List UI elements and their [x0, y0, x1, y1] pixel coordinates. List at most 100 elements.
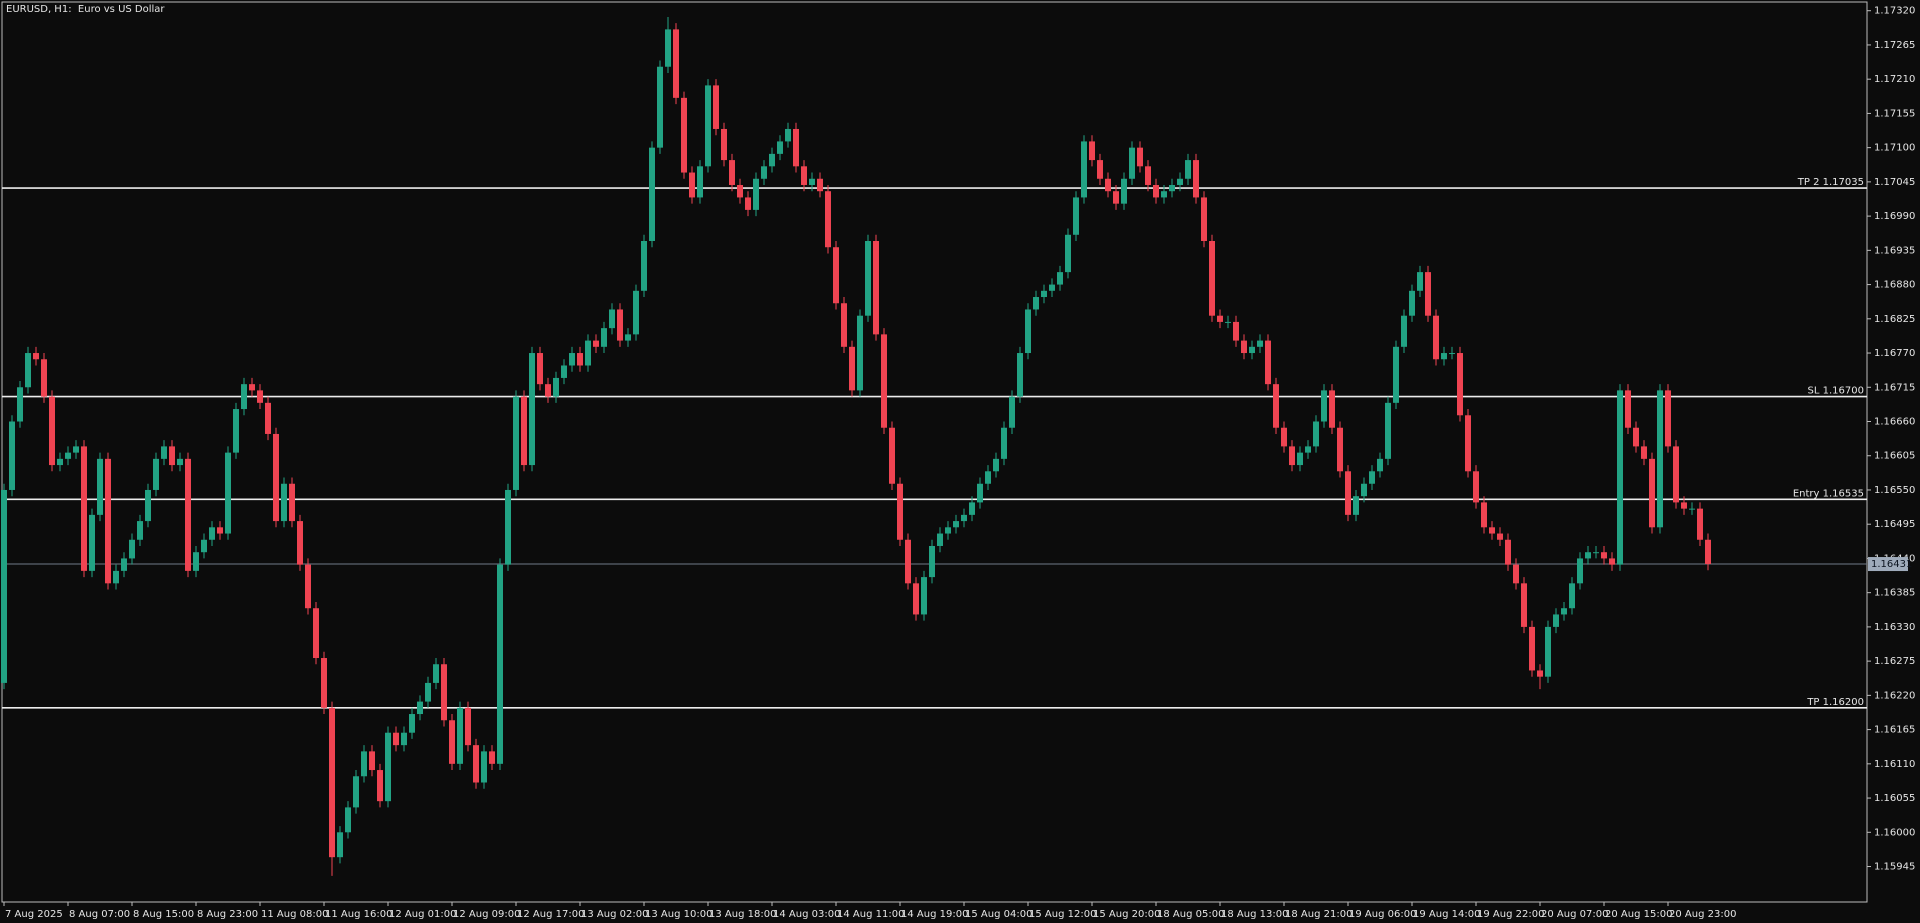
candle-body — [1521, 583, 1527, 627]
candle-body — [881, 334, 887, 428]
candle-body — [145, 489, 151, 522]
candle-body — [1073, 197, 1079, 235]
candle-body — [817, 178, 823, 192]
candle-body — [209, 527, 215, 540]
candle-body — [545, 384, 551, 397]
candle-body — [1049, 284, 1055, 291]
level-label: SL 1.16700 — [1808, 386, 1864, 397]
y-tick-label: 1.16110 — [1874, 759, 1915, 770]
candle-body — [1697, 508, 1703, 540]
x-tick-label: 19 Aug 22:00 — [1477, 909, 1544, 920]
candle-body — [777, 141, 783, 154]
candle-body — [729, 160, 735, 185]
candle-body — [1001, 427, 1007, 459]
candle-body — [193, 552, 199, 571]
candle-body — [473, 745, 479, 783]
candle-body — [897, 483, 903, 540]
candle-body — [993, 458, 999, 472]
candle-body — [689, 172, 695, 198]
candle-body — [449, 720, 455, 764]
candle-body — [953, 521, 959, 528]
candle-body — [1633, 427, 1639, 447]
current-price-label: 1.16431 — [1871, 559, 1912, 570]
candle-body — [1537, 670, 1543, 677]
candle-body — [289, 483, 295, 522]
candle-body — [977, 483, 983, 503]
y-tick-label: 1.16550 — [1874, 485, 1915, 496]
candle-body — [1353, 496, 1359, 515]
candle-body — [921, 577, 927, 615]
candle-body — [1481, 502, 1487, 528]
candle-body — [1425, 272, 1431, 316]
x-tick-label: 15 Aug 04:00 — [965, 909, 1032, 920]
candle-body — [265, 402, 271, 434]
candle-body — [737, 184, 743, 198]
candle-body — [105, 458, 111, 584]
candle-body — [49, 396, 55, 466]
y-tick-label: 1.16825 — [1874, 314, 1915, 325]
candle-body — [945, 527, 951, 534]
candle-body — [1529, 626, 1535, 671]
y-tick-label: 1.17265 — [1874, 40, 1915, 51]
y-tick-label: 1.16275 — [1874, 656, 1915, 667]
candle-body — [489, 751, 495, 764]
candle-body — [1649, 458, 1655, 528]
candle-body — [1617, 390, 1623, 565]
x-tick-label: 13 Aug 02:00 — [581, 909, 648, 920]
candle-body — [369, 751, 375, 771]
candle-body — [185, 458, 191, 571]
candle-body — [33, 353, 39, 360]
candle-body — [785, 128, 791, 142]
chart-title: EURUSD, H1: Euro vs US Dollar — [6, 4, 165, 15]
candle-body — [153, 458, 159, 490]
x-tick-label: 20 Aug 07:00 — [1541, 909, 1608, 920]
candle-body — [1225, 321, 1231, 323]
candle-body — [1201, 197, 1207, 242]
candle-body — [833, 247, 839, 304]
candle-body — [385, 732, 391, 802]
y-tick-label: 1.16385 — [1874, 588, 1915, 599]
candle-body — [1409, 290, 1415, 316]
x-tick-label: 18 Aug 13:00 — [1221, 909, 1288, 920]
candle-body — [1489, 527, 1495, 534]
candle-body — [1113, 191, 1119, 204]
candle-body — [1, 489, 7, 683]
candle-body — [393, 732, 399, 746]
candle-body — [1081, 141, 1087, 198]
y-tick-label: 1.17100 — [1874, 143, 1915, 154]
candle-body — [25, 353, 31, 388]
candle-body — [1329, 390, 1335, 428]
candle-body — [97, 458, 103, 515]
y-tick-label: 1.17045 — [1874, 177, 1915, 188]
candle-body — [617, 309, 623, 341]
candle-body — [1121, 178, 1127, 204]
level-label: TP 2 1.17035 — [1797, 177, 1864, 188]
candle-body — [1345, 471, 1351, 515]
candle-body — [865, 241, 871, 316]
candle-body — [913, 583, 919, 615]
x-tick-label: 11 Aug 16:00 — [325, 909, 392, 920]
candle-body — [721, 128, 727, 161]
candle-body — [361, 751, 367, 777]
candle-body — [1513, 564, 1519, 584]
candle-body — [1241, 340, 1247, 354]
candle-body — [593, 340, 599, 347]
candle-body — [1161, 191, 1167, 198]
candle-body — [73, 446, 79, 453]
candle-body — [1033, 297, 1039, 310]
y-tick-label: 1.16660 — [1874, 417, 1915, 428]
candle-body — [465, 707, 471, 746]
candle-body — [697, 166, 703, 198]
candle-body — [1097, 160, 1103, 179]
candle-body — [537, 353, 543, 385]
candle-body — [129, 539, 135, 559]
candle-body — [65, 452, 71, 459]
y-tick-label: 1.16715 — [1874, 382, 1915, 393]
x-tick-label: 14 Aug 03:00 — [773, 909, 840, 920]
candle-body — [1609, 558, 1615, 565]
candle-body — [1129, 147, 1135, 179]
x-tick-label: 18 Aug 05:00 — [1157, 909, 1224, 920]
candle-body — [1009, 396, 1015, 428]
x-tick-label: 12 Aug 17:00 — [517, 909, 584, 920]
